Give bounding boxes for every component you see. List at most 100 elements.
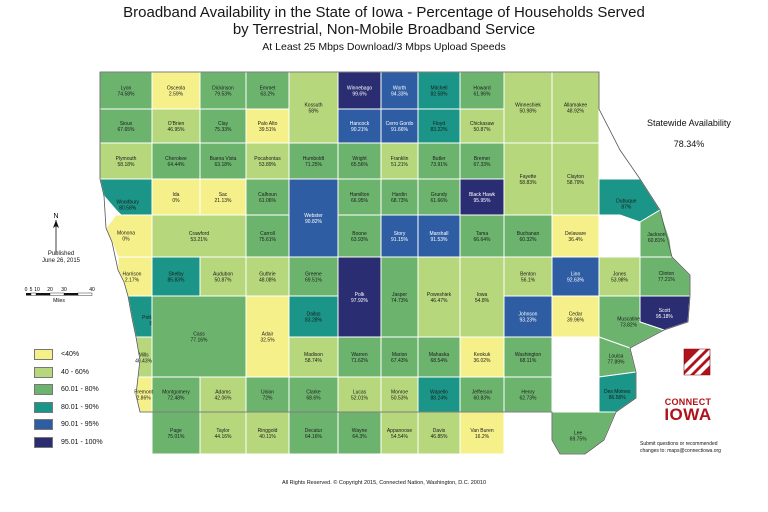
legend-item: 95.01 - 100% [34, 434, 103, 452]
legend-label: 60.01 - 80% [61, 386, 99, 394]
scale-tick: 0 [25, 287, 28, 293]
county-name-label: Adair [262, 332, 274, 338]
county-name-label: Palo Alto [258, 121, 278, 127]
county-name-label: Boone [352, 231, 367, 237]
county-percent-label: 83.22% [431, 127, 449, 133]
county-name-label: Linn [571, 272, 581, 278]
legend-label: 95.01 - 100% [61, 438, 103, 446]
published-date-value: June 26, 2015 [41, 258, 81, 264]
county-name-label: Jackson [647, 232, 666, 238]
county-percent-label: 44.16% [215, 434, 233, 440]
county-percent-label: 80.58% [119, 205, 137, 211]
county-percent-label: 32.5% [260, 338, 275, 344]
county-percent-label: 91.15% [391, 237, 409, 243]
county-percent-label: 40.11% [259, 434, 276, 440]
county-percent-label: 77.16% [191, 338, 209, 344]
county-name-label: Mitchell [431, 86, 448, 92]
county-name-label: Sac [219, 192, 228, 198]
county-name-label: Webster [304, 213, 323, 219]
copyright: All Rights Reserved. © Copyright 2015, C… [281, 480, 487, 486]
scale-unit: Miles [53, 298, 65, 304]
county-percent-label: 67.33% [474, 162, 492, 168]
county-name-label: Buchanan [517, 231, 540, 237]
county-percent-label: 90.21% [351, 127, 369, 133]
county-name-label: Cass [193, 332, 205, 338]
county-percent-label: 60.32% [520, 237, 538, 243]
connect-iowa-logo-icon [683, 348, 711, 376]
county-name-label: Woodbury [116, 199, 139, 205]
county-percent-label: 2.59% [169, 92, 184, 98]
county-percent-label: 52.01% [351, 396, 369, 402]
county-percent-label: 2.17% [125, 277, 140, 283]
legend-swatch [34, 419, 53, 431]
county-name-label: Clay [218, 121, 229, 127]
county-name-label: Humboldt [303, 156, 325, 162]
north-label: N [53, 213, 58, 220]
county-name-label: Wayne [352, 428, 368, 434]
county-percent-label: 58.79% [567, 180, 585, 186]
county-name-label: Page [170, 428, 182, 434]
state-outline [99, 71, 691, 455]
legend-swatch [34, 401, 53, 413]
submit-note: Submit questions or recommended changes … [640, 441, 750, 455]
county-name-label: Decatur [305, 428, 323, 434]
legend-item: 60.01 - 80% [34, 381, 103, 399]
county-percent-label: 67.43% [391, 358, 409, 364]
county-percent-label: 65.56% [351, 162, 369, 168]
county-percent-label: 95.18% [656, 314, 674, 320]
county-name-label: Greene [305, 272, 322, 278]
county-name-label: Clarke [306, 390, 321, 396]
county-name-label: Polk [355, 292, 365, 298]
county-percent-label: 68.11% [520, 358, 537, 364]
county-percent-label: 56.1% [521, 278, 536, 284]
county-percent-label: 54.8% [475, 298, 490, 304]
county-name-label: Dubuque [616, 198, 637, 204]
county-percent-label: 46.43% [135, 359, 153, 365]
county-name-label: Fayette [520, 174, 537, 180]
county-name-label: Lucas [353, 390, 367, 396]
county-percent-label: 85.83% [168, 278, 186, 284]
county-percent-label: 46.47% [431, 298, 449, 304]
county-percent-label: 53.21% [191, 237, 209, 243]
county-percent-label: 75.61% [259, 237, 277, 243]
county-name-label: Washington [515, 352, 541, 358]
scale-tick: 40 [89, 287, 95, 293]
county-percent-label: 21.13% [215, 198, 233, 204]
submit-note-line1: Submit questions or recommended [640, 441, 718, 447]
county-name-label: Dallas [307, 312, 321, 318]
county-name-label: Johnson [519, 312, 538, 318]
county-name-label: Chickasaw [470, 121, 495, 127]
county-percent-label: 16.2% [475, 434, 490, 440]
county-name-label: Allamakee [564, 103, 588, 109]
county-name-label: Ringgold [258, 428, 278, 434]
county-name-label: Winnebago [347, 86, 373, 92]
county-name-label: Hardin [392, 192, 407, 198]
county-percent-label: 91.66% [391, 127, 409, 133]
map-subtitle: At Least 25 Mbps Download/3 Mbps Upload … [262, 41, 506, 53]
county-percent-label: 0% [172, 198, 180, 204]
county-percent-label: 74.73% [391, 298, 409, 304]
county-percent-label: 53.89% [259, 162, 277, 168]
legend-item: 90.01 - 95% [34, 416, 103, 434]
county-percent-label: 91.53% [431, 237, 449, 243]
county-percent-label: 97.92% [351, 298, 369, 304]
county-name-label: Madison [304, 352, 323, 358]
county-name-label: Buena Vista [210, 156, 237, 162]
county-name-label: Taylor [216, 428, 230, 434]
county-name-label: Union [261, 390, 274, 396]
county-name-label: Hancock [350, 121, 370, 127]
county-name-label: Cerro Gordo [386, 121, 414, 127]
county-percent-label: 53.98% [611, 278, 629, 284]
county-name-label: Pocahontas [254, 156, 281, 162]
county-name-label: Mahaska [429, 352, 450, 358]
scale-tick: 30 [61, 287, 67, 293]
county-name-label: Hamilton [350, 192, 370, 198]
iowa-outline [99, 71, 691, 455]
county-percent-label: 61.96% [474, 92, 492, 98]
county-percent-label: 63.93% [351, 237, 369, 243]
county-name-label: Warren [351, 352, 367, 358]
county-name-label: Poweshiek [427, 292, 452, 298]
legend-swatch [34, 366, 53, 378]
legend-label: 40 - 60% [61, 368, 90, 376]
